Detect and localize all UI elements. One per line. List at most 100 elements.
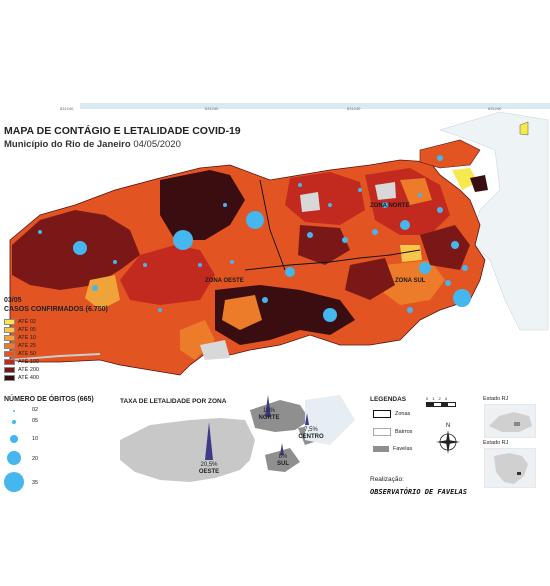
bubble-swatch <box>13 410 15 412</box>
death-bubble <box>73 241 87 255</box>
cases-legend-item: ATÉ 100 <box>4 358 39 366</box>
locator-map-rj <box>484 404 536 438</box>
zone-label-norte: ZONA NORTE <box>370 203 410 209</box>
deaths-legend-label: 02 <box>32 407 39 413</box>
bubble-swatch <box>4 472 24 492</box>
cases-legend-item: ATÉ 02 <box>4 318 39 326</box>
west-darkest-region <box>160 170 245 240</box>
cases-swatch <box>4 343 15 349</box>
death-bubble <box>38 230 42 234</box>
yellow-patch-1 <box>452 168 478 190</box>
deaths-legend-label: 05 <box>32 418 39 424</box>
map-subtitle: Município do Rio de Janeiro 04/05/2020 <box>4 139 181 150</box>
grid-coordinate: 631240 <box>488 106 502 111</box>
legend-item-bairros: Bairros <box>373 428 412 436</box>
center-dark <box>420 225 470 270</box>
credit-name: OBSERVATÓRIO DE FAVELAS <box>370 488 467 496</box>
north-label: N <box>446 423 450 429</box>
orange-block-2 <box>180 320 215 360</box>
map-title: MAPA DE CONTÁGIO E LETALIDADE COVID-19 <box>4 125 241 137</box>
lethality-zone-name: NORTE <box>258 415 280 421</box>
legend-label: Bairros <box>395 429 413 435</box>
bubble-swatch <box>12 420 16 424</box>
cases-swatch <box>4 375 15 381</box>
deaths-legend-label: 20 <box>32 456 39 462</box>
death-bubble <box>400 220 410 230</box>
fundao-island <box>470 175 488 192</box>
zonas-swatch <box>373 410 391 418</box>
death-bubble <box>407 307 413 313</box>
death-bubble <box>92 285 98 291</box>
bay-outline <box>439 111 549 331</box>
cases-swatch <box>4 359 15 365</box>
lethality-norte: 19% NORTE <box>254 408 284 422</box>
locator-map-brazil <box>484 448 536 488</box>
death-bubble <box>453 289 471 307</box>
death-bubble <box>462 265 468 271</box>
cases-legend-label: ATÉ 02 <box>18 319 36 325</box>
cases-legend-title: CASOS CONFIRMADOS (6.750) <box>4 306 108 313</box>
cases-legend-item: ATÉ 200 <box>4 366 39 374</box>
lethality-title: TAXA DE LETALIDADE POR ZONA <box>120 398 227 405</box>
lethality-zone-name: OESTE <box>198 469 220 475</box>
death-bubble <box>418 193 422 197</box>
deaths-legend-label: 10 <box>32 436 39 442</box>
cases-swatch <box>4 351 15 357</box>
deaths-legend-item: 05 <box>0 418 60 428</box>
bairros-swatch <box>373 428 391 436</box>
death-bubble <box>143 263 147 267</box>
legend-label: Zonas <box>395 411 411 417</box>
deaths-legend: 02 05 10 20 35 <box>0 406 60 506</box>
gray-patch-3 <box>375 182 396 200</box>
death-bubble <box>307 232 313 238</box>
municipality-shape <box>9 159 486 376</box>
cases-swatch <box>4 319 15 325</box>
top-frame-bar <box>80 103 550 109</box>
favelas-swatch <box>373 446 389 452</box>
lethality-zone-name: CENTRO <box>298 434 324 440</box>
lethality-pct: 19% <box>262 408 275 414</box>
death-bubble <box>173 230 193 250</box>
lethality-centro: 7,5% CENTRO <box>295 427 327 441</box>
death-bubble <box>298 183 302 187</box>
death-bubble <box>230 260 234 264</box>
deaths-legend-item: 35 <box>0 472 60 494</box>
lethality-pct: 8% <box>278 454 288 460</box>
subtitle-date: 04/05/2020 <box>133 139 181 150</box>
scale-label: 1 <box>432 396 435 401</box>
death-bubble <box>437 207 443 213</box>
north-dark <box>298 225 350 265</box>
legend-item-zonas: Zonas <box>373 410 410 418</box>
cases-legend: ATÉ 02 ATÉ 05 ATÉ 10 ATÉ 25 ATÉ 50 ATÉ 100 ATÉ… <box>4 318 39 382</box>
cases-date: 03/05 <box>4 297 22 304</box>
locator-label: Estado RJ <box>483 396 509 402</box>
cases-legend-item: ATÉ 10 <box>4 334 39 342</box>
lethality-zone-name: SUL <box>277 461 289 467</box>
legend-title: LEGENDAS <box>370 396 407 403</box>
death-bubble <box>158 308 162 312</box>
deaths-legend-item: 20 <box>0 451 60 467</box>
lethality-oeste-shape <box>120 418 255 482</box>
death-bubble <box>437 155 443 161</box>
cases-legend-item: ATÉ 50 <box>4 350 39 358</box>
grid-coordinate: 631240 <box>205 106 219 111</box>
yellow-patch-2 <box>400 245 422 262</box>
cases-swatch <box>4 327 15 333</box>
death-bubble <box>372 229 378 235</box>
bubble-swatch <box>7 451 21 465</box>
death-bubble <box>419 262 431 274</box>
cases-legend-item: ATÉ 05 <box>4 326 39 334</box>
lethality-pct: 7,5% <box>304 427 318 433</box>
zone-label-oeste: ZONA OESTE <box>205 278 244 284</box>
zone-boundary <box>259 179 286 271</box>
north-arrow-icon: N <box>436 423 460 454</box>
cases-legend-item: ATÉ 25 <box>4 342 39 350</box>
zone-label-sul: ZONA SUL <box>395 278 426 284</box>
deaths-legend-title: NÚMERO DE ÓBITOS (665) <box>4 396 94 403</box>
death-bubble <box>246 211 264 229</box>
death-bubble <box>451 241 459 249</box>
death-bubble <box>445 280 451 286</box>
cases-swatch <box>4 335 15 341</box>
